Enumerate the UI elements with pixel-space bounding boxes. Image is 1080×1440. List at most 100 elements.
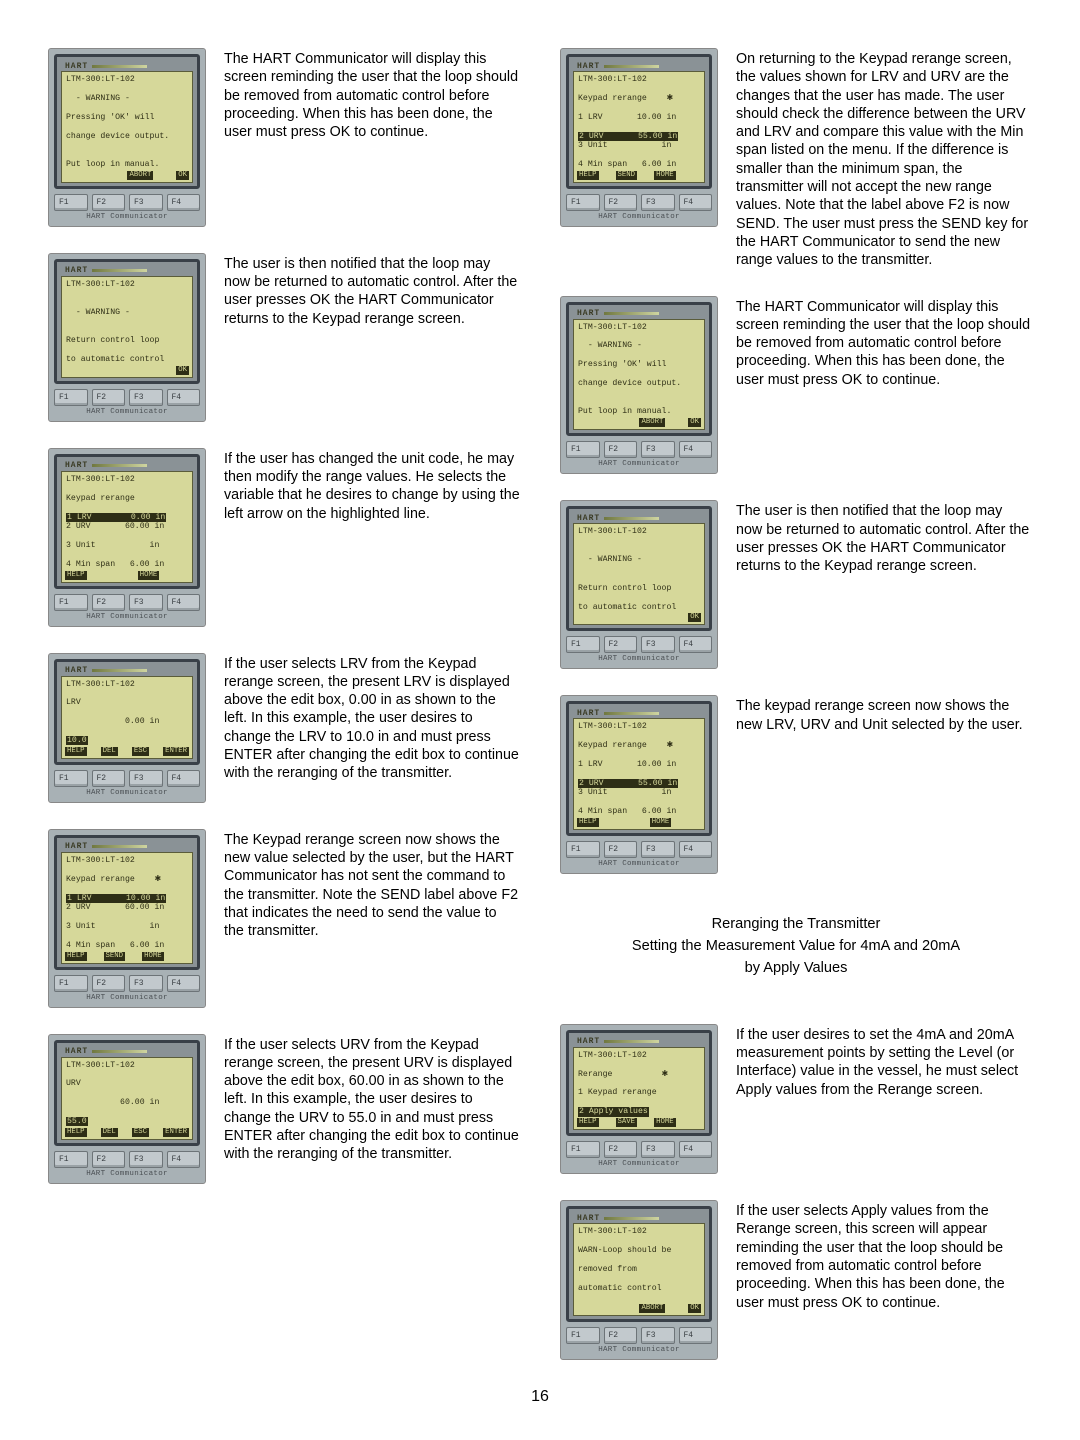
softkey[interactable]: ENTER [163,747,189,756]
function-key[interactable]: F4 [679,636,713,653]
hart-logo-bar [604,517,659,520]
softkey[interactable]: HELP [65,571,87,580]
function-key[interactable]: F3 [129,594,163,611]
function-key[interactable]: F2 [92,389,126,406]
function-key[interactable]: F2 [604,1141,638,1158]
function-key[interactable]: F4 [679,1141,713,1158]
softkey[interactable]: SEND [616,171,638,180]
function-key[interactable]: F2 [92,1151,126,1168]
function-key[interactable]: F4 [167,1151,201,1168]
device-illustration: HARTLTM-300:LT-102 Rerange ✱ 1 Keypad re… [560,1024,718,1174]
function-key[interactable]: F4 [679,441,713,458]
softkey[interactable]: HELP [577,171,599,180]
softkey[interactable]: ESC [132,747,149,756]
function-key[interactable]: F1 [566,194,600,211]
softkey[interactable]: OK [688,1304,701,1313]
instruction-block: HARTLTM-300:LT-102 Keypad rerange 1 LRV … [48,448,520,627]
function-key[interactable]: F3 [129,1151,163,1168]
softkey[interactable]: OK [176,171,189,180]
softkey[interactable]: HOME [654,1118,676,1127]
device-footer-label: HART Communicator [54,1170,200,1178]
softkey[interactable]: ABORT [639,1304,665,1313]
function-key[interactable]: F4 [679,841,713,858]
lcd-frame: HARTLTM-300:LT-102 - WARNING - Return co… [566,506,712,631]
softkey[interactable]: HELP [577,1118,599,1127]
function-key[interactable]: F3 [641,194,675,211]
function-key-row: F1F2F3F4 [54,1151,200,1168]
softkey[interactable]: ESC [132,1128,149,1137]
function-key[interactable]: F4 [167,594,201,611]
function-key[interactable]: F2 [604,841,638,858]
function-key[interactable]: F3 [129,389,163,406]
function-key[interactable]: F4 [679,1327,713,1344]
softkey[interactable]: HELP [65,1128,87,1137]
function-key[interactable]: F2 [604,636,638,653]
function-key[interactable]: F1 [566,1141,600,1158]
function-key[interactable]: F1 [54,975,88,992]
lcd-line: - WARNING - [66,308,188,317]
instruction-block: HARTLTM-300:LT-102 Keypad rerange ✱ 1 LR… [560,48,1032,270]
function-key[interactable]: F2 [604,194,638,211]
softkey[interactable]: DEL [101,1128,118,1137]
hart-communicator: HARTLTM-300:LT-102 - WARNING - Pressing … [48,48,206,227]
function-key[interactable]: F3 [129,770,163,787]
function-key[interactable]: F2 [92,975,126,992]
function-key[interactable]: F2 [92,594,126,611]
right-column: HARTLTM-300:LT-102 Keypad rerange ✱ 1 LR… [560,48,1032,1360]
softkey[interactable]: HOME [138,571,160,580]
softkey[interactable]: ABORT [639,418,665,427]
hart-logo-text: HART [577,1037,600,1046]
lcd-screen: LTM-300:LT-102 - WARNING - Return contro… [61,276,193,378]
function-key[interactable]: F1 [566,636,600,653]
function-key[interactable]: F1 [566,441,600,458]
function-key[interactable]: F3 [641,441,675,458]
lcd-line: 4 Min span 6.00 in [66,560,188,569]
softkey [693,1118,701,1127]
softkey[interactable]: ENTER [163,1128,189,1137]
function-key[interactable]: F1 [566,841,600,858]
page: HARTLTM-300:LT-102 - WARNING - Pressing … [0,0,1080,1440]
softkey[interactable]: OK [688,418,701,427]
function-key[interactable]: F4 [167,975,201,992]
function-key[interactable]: F3 [641,1141,675,1158]
function-key[interactable]: F2 [604,441,638,458]
softkey[interactable]: HOME [142,952,164,961]
function-key[interactable]: F3 [129,975,163,992]
softkey[interactable]: HELP [65,747,87,756]
device-footer-label: HART Communicator [54,213,200,221]
function-key[interactable]: F3 [129,194,163,211]
function-key[interactable]: F1 [54,389,88,406]
softkey[interactable]: SEND [104,952,126,961]
function-key[interactable]: F4 [167,770,201,787]
softkey[interactable]: HELP [65,952,87,961]
softkey[interactable]: OK [176,366,189,375]
function-key[interactable]: F2 [92,194,126,211]
function-key-row: F1F2F3F4 [54,594,200,611]
softkey[interactable]: OK [688,613,701,622]
left-column: HARTLTM-300:LT-102 - WARNING - Pressing … [48,48,520,1360]
softkey[interactable]: DEL [101,747,118,756]
lcd-line: LTM-300:LT-102 [66,280,188,289]
softkey [693,171,701,180]
function-key[interactable]: F1 [54,1151,88,1168]
function-key[interactable]: F3 [641,636,675,653]
function-key[interactable]: F1 [54,594,88,611]
function-key[interactable]: F4 [167,194,201,211]
softkey[interactable]: HOME [650,818,672,827]
function-key[interactable]: F1 [54,770,88,787]
function-key[interactable]: F3 [641,841,675,858]
hart-logo: HART [573,1037,705,1047]
function-key[interactable]: F1 [54,194,88,211]
function-key[interactable]: F3 [641,1327,675,1344]
hart-communicator: HARTLTM-300:LT-102 Keypad rerange ✱ 1 LR… [48,829,206,1008]
hart-logo-bar [604,1040,659,1043]
softkey[interactable]: ABORT [127,171,153,180]
softkey[interactable]: HELP [577,818,599,827]
softkey[interactable]: SAVE [616,1118,638,1127]
function-key[interactable]: F2 [604,1327,638,1344]
function-key[interactable]: F2 [92,770,126,787]
function-key[interactable]: F1 [566,1327,600,1344]
function-key[interactable]: F4 [679,194,713,211]
softkey[interactable]: HOME [654,171,676,180]
function-key[interactable]: F4 [167,389,201,406]
